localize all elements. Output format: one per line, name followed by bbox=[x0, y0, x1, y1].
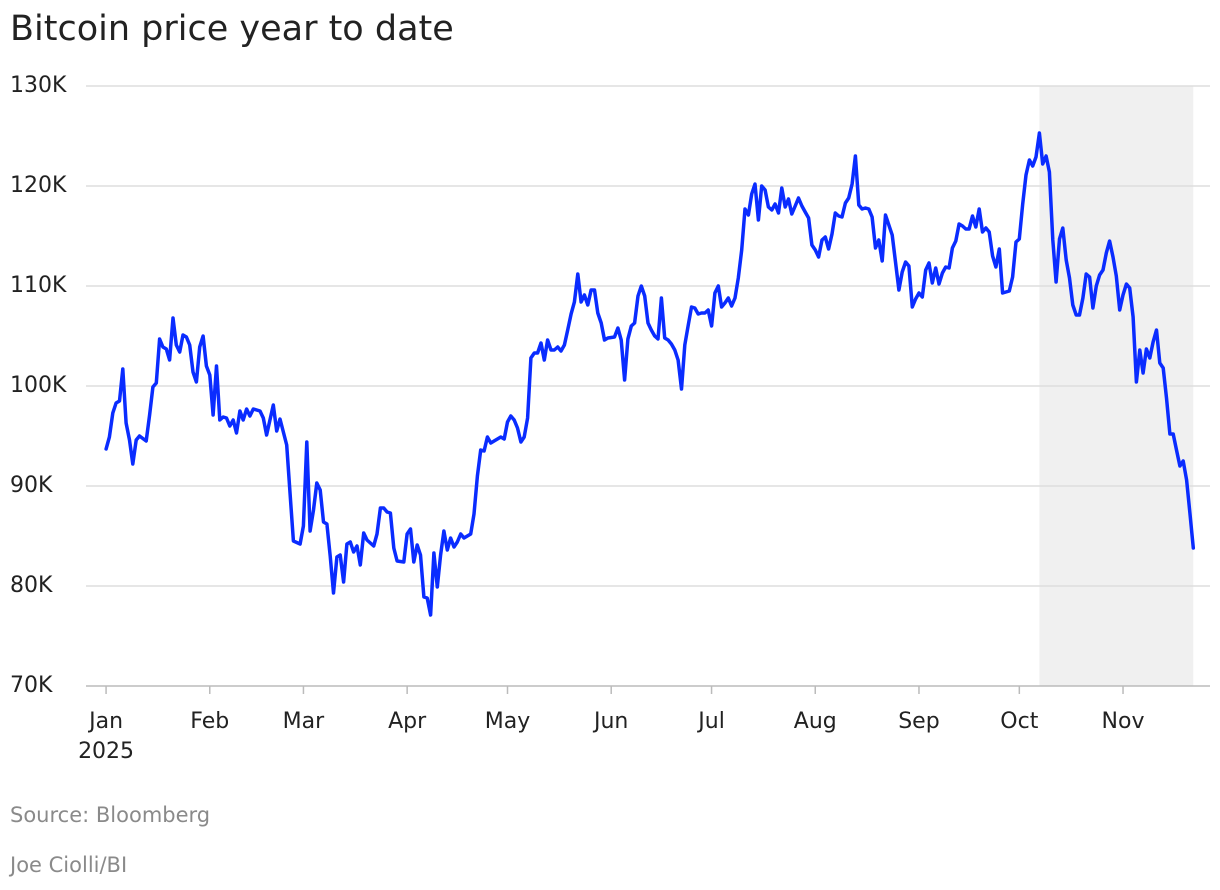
x-tick-label: Jun bbox=[592, 709, 628, 734]
credit: Joe Ciolli/BI bbox=[8, 853, 127, 877]
price-line bbox=[104, 131, 1196, 617]
x-tick-label: Feb bbox=[190, 709, 229, 734]
x-tick-label: Aug bbox=[794, 709, 837, 734]
chart-title: Bitcoin price year to date bbox=[10, 9, 454, 49]
y-tick-label: 80K bbox=[10, 573, 53, 598]
x-tick-label: May bbox=[485, 709, 530, 734]
x-tick-label: Jul bbox=[696, 709, 725, 734]
y-tick-label: 90K bbox=[10, 473, 53, 498]
source: Source: Bloomberg bbox=[10, 803, 210, 827]
x-tick-label: Sep bbox=[898, 709, 939, 734]
x-tick-year: 2025 bbox=[78, 739, 134, 764]
y-tick-label: 120K bbox=[10, 173, 67, 198]
x-tick-label: Apr bbox=[388, 709, 427, 734]
y-tick-label: 130K bbox=[10, 73, 67, 98]
x-tick-label: Jan bbox=[87, 709, 123, 734]
x-tick-label: Mar bbox=[283, 709, 325, 734]
x-tick-label: Nov bbox=[1102, 709, 1145, 734]
y-tick-label: 110K bbox=[10, 273, 67, 298]
x-tick-label: Oct bbox=[1000, 709, 1038, 734]
y-tick-label: 100K bbox=[10, 373, 67, 398]
y-tick-label: 70K bbox=[10, 673, 53, 698]
